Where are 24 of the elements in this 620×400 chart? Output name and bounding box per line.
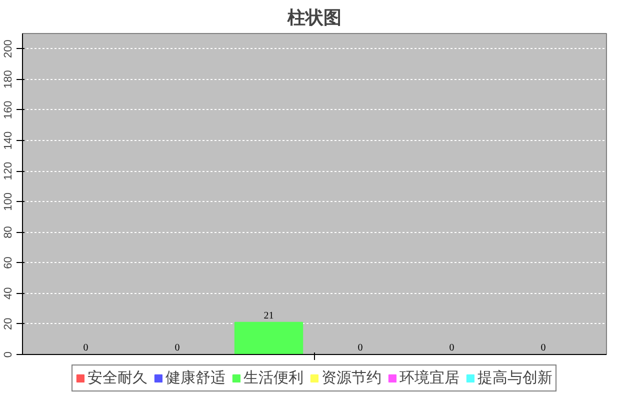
data-label: 0 (174, 342, 180, 354)
y-tick-label: 100 (2, 192, 14, 211)
y-tick-label: 60 (2, 256, 14, 269)
data-label: 0 (83, 342, 88, 354)
legend-label: 提高与创新 (478, 368, 552, 388)
chart-title: 柱状图 (286, 8, 342, 28)
legend-label: 环境宜居 (400, 368, 460, 388)
y-tick-label: 140 (2, 131, 14, 150)
data-label: 0 (449, 342, 454, 354)
data-label: 0 (358, 342, 363, 354)
legend-label: 生活便利 (244, 368, 304, 388)
legend-label: 健康舒适 (166, 368, 226, 388)
y-tick-label: 0 (2, 351, 14, 358)
legend-label: 资源节约 (322, 368, 382, 388)
y-tick-label: 40 (2, 287, 14, 300)
y-tick-label: 120 (2, 162, 14, 180)
data-label: 0 (540, 342, 546, 354)
legend-label: 安全耐久 (88, 368, 148, 388)
y-tick-label: 160 (2, 100, 14, 120)
data-label: 21 (264, 310, 274, 322)
y-tick-label: 20 (2, 318, 14, 330)
y-tick-label: 80 (2, 226, 14, 238)
y-tick-label: 200 (2, 40, 14, 58)
y-tick-label: 180 (2, 70, 14, 89)
